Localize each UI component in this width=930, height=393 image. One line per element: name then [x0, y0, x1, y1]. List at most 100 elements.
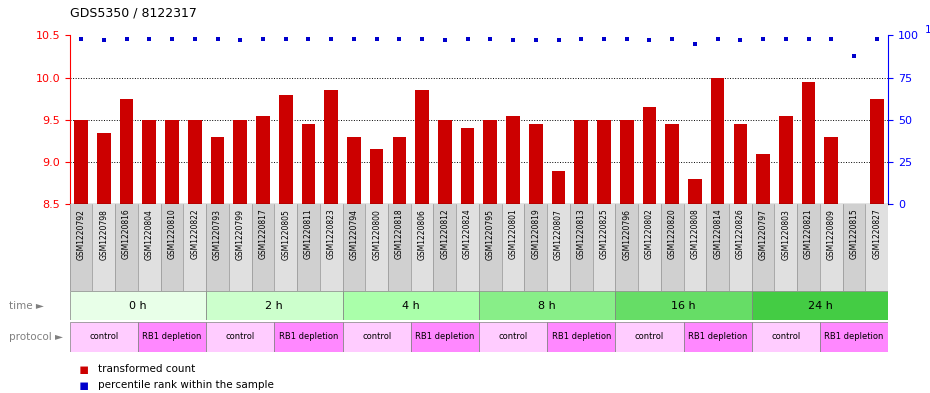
Bar — [802, 82, 816, 393]
Bar — [751, 291, 888, 320]
Text: control: control — [771, 332, 801, 342]
Point — [369, 36, 384, 42]
Bar — [597, 120, 611, 393]
Point — [392, 36, 406, 42]
Bar — [751, 322, 820, 352]
Bar — [142, 120, 156, 393]
Text: GSM1220823: GSM1220823 — [326, 209, 336, 259]
Bar — [616, 322, 684, 352]
Bar — [684, 322, 751, 352]
Point — [687, 40, 702, 47]
Bar — [797, 204, 820, 291]
Bar — [320, 204, 342, 291]
Bar — [233, 120, 247, 393]
Bar — [484, 120, 498, 393]
Bar — [638, 204, 661, 291]
Bar — [188, 120, 202, 393]
Bar — [820, 322, 888, 352]
Bar — [301, 124, 315, 393]
Bar — [847, 204, 861, 393]
Point — [73, 36, 88, 42]
Bar — [506, 116, 520, 393]
Bar — [525, 204, 547, 291]
Text: GSM1220806: GSM1220806 — [418, 209, 427, 259]
Bar — [457, 204, 479, 291]
Text: GSM1220817: GSM1220817 — [259, 209, 268, 259]
Bar — [206, 291, 342, 320]
Bar — [684, 204, 706, 291]
Bar — [711, 77, 724, 393]
Text: RB1 depletion: RB1 depletion — [279, 332, 339, 342]
Point — [97, 37, 112, 44]
Bar — [70, 204, 92, 291]
Point — [483, 36, 498, 42]
Text: GSM1220811: GSM1220811 — [304, 209, 313, 259]
Text: GSM1220809: GSM1220809 — [827, 209, 836, 259]
Text: GSM1220795: GSM1220795 — [485, 209, 495, 260]
Point — [596, 36, 611, 42]
Bar — [92, 204, 115, 291]
Bar — [347, 137, 361, 393]
Bar — [274, 204, 297, 291]
Text: GSM1220799: GSM1220799 — [235, 209, 245, 260]
Bar — [138, 204, 161, 291]
Bar — [115, 204, 138, 291]
Text: RB1 depletion: RB1 depletion — [824, 332, 884, 342]
Bar — [775, 204, 797, 291]
Text: GSM1220804: GSM1220804 — [145, 209, 153, 259]
Text: GSM1220794: GSM1220794 — [350, 209, 358, 260]
Bar — [870, 99, 884, 393]
Text: ▪: ▪ — [79, 378, 89, 393]
Text: RB1 depletion: RB1 depletion — [551, 332, 611, 342]
Text: 0 h: 0 h — [129, 301, 147, 310]
Point — [870, 36, 884, 42]
Text: 24 h: 24 h — [807, 301, 832, 310]
Bar — [643, 107, 657, 393]
Text: GSM1220812: GSM1220812 — [440, 209, 449, 259]
Bar — [183, 204, 206, 291]
Text: GSM1220805: GSM1220805 — [281, 209, 290, 259]
Text: GSM1220801: GSM1220801 — [509, 209, 518, 259]
Text: RB1 depletion: RB1 depletion — [688, 332, 748, 342]
Text: GSM1220793: GSM1220793 — [213, 209, 222, 260]
Bar — [206, 322, 274, 352]
Point — [415, 36, 430, 42]
Point — [165, 36, 179, 42]
Text: GSM1220825: GSM1220825 — [600, 209, 608, 259]
Text: GSM1220827: GSM1220827 — [872, 209, 882, 259]
Bar — [279, 94, 293, 393]
Point — [619, 36, 634, 42]
Text: GDS5350 / 8122317: GDS5350 / 8122317 — [70, 7, 196, 20]
Text: 4 h: 4 h — [402, 301, 419, 310]
Point — [506, 37, 521, 44]
Bar — [592, 204, 616, 291]
Point — [278, 36, 293, 42]
Text: GSM1220810: GSM1220810 — [167, 209, 177, 259]
Text: percentile rank within the sample: percentile rank within the sample — [98, 380, 273, 390]
Text: transformed count: transformed count — [98, 364, 195, 375]
Bar — [256, 116, 270, 393]
Text: 2 h: 2 h — [265, 301, 284, 310]
Bar — [252, 204, 274, 291]
Text: control: control — [362, 332, 392, 342]
Bar — [843, 204, 866, 291]
Bar — [479, 204, 501, 291]
Point — [574, 36, 589, 42]
Bar — [138, 322, 206, 352]
Point — [232, 37, 247, 44]
Bar — [392, 137, 406, 393]
Bar — [325, 90, 338, 393]
Text: GSM1220814: GSM1220814 — [713, 209, 723, 259]
Text: GSM1220796: GSM1220796 — [622, 209, 631, 260]
Bar — [529, 124, 542, 393]
Point — [347, 36, 362, 42]
Bar — [734, 124, 747, 393]
Bar — [756, 154, 770, 393]
Bar — [779, 116, 792, 393]
Text: GSM1220821: GSM1220821 — [804, 209, 813, 259]
Bar — [211, 137, 224, 393]
Text: GSM1220826: GSM1220826 — [736, 209, 745, 259]
Text: GSM1220807: GSM1220807 — [554, 209, 563, 259]
Bar — [365, 204, 388, 291]
Bar — [665, 124, 679, 393]
